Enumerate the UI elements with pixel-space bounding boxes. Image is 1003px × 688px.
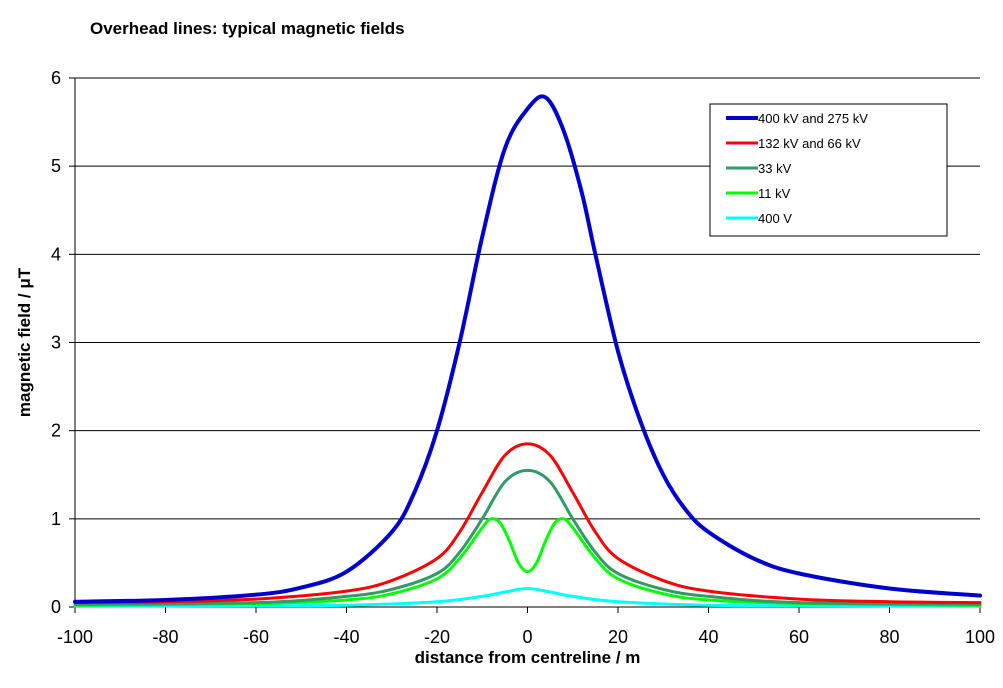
legend-label: 400 V bbox=[758, 211, 792, 226]
legend-label: 132 kV and 66 kV bbox=[758, 136, 861, 151]
legend: 400 kV and 275 kV 132 kV and 66 kV 33 kV 11… bbox=[709, 103, 948, 237]
x-tick-label: 60 bbox=[789, 627, 809, 647]
legend-label: 400 kV and 275 kV bbox=[758, 111, 868, 126]
x-tick-label: 80 bbox=[879, 627, 899, 647]
y-tick-label: 1 bbox=[51, 509, 61, 529]
series-line-1 bbox=[73, 442, 982, 605]
series-line-3 bbox=[73, 517, 982, 607]
y-tick-label: 3 bbox=[51, 333, 61, 353]
chart-title: Overhead lines: typical magnetic fields bbox=[90, 19, 405, 38]
x-tick-label: 0 bbox=[522, 627, 532, 647]
series-line-4 bbox=[73, 586, 982, 608]
x-tick-label: 40 bbox=[698, 627, 718, 647]
x-tick-label: -40 bbox=[333, 627, 359, 647]
tick-labels: 0 1 2 3 4 5 6 -100 -80 -60 -40 -20 0 20 40 60 80 100 bbox=[51, 68, 995, 647]
x-tick-label: 100 bbox=[965, 627, 995, 647]
y-tick-label: 0 bbox=[51, 597, 61, 617]
y-tick-label: 2 bbox=[51, 421, 61, 441]
series-line-0 bbox=[73, 94, 982, 604]
series-line-2 bbox=[73, 468, 982, 606]
y-tick-label: 4 bbox=[51, 244, 61, 264]
y-axis-title: magnetic field / μT bbox=[15, 267, 34, 417]
y-tick-label: 6 bbox=[51, 68, 61, 88]
y-tick-label: 5 bbox=[51, 156, 61, 176]
legend-label: 11 kV bbox=[758, 186, 791, 201]
x-tick-label: 20 bbox=[608, 627, 628, 647]
x-tick-label: -80 bbox=[152, 627, 178, 647]
gridlines bbox=[75, 77, 980, 520]
legend-label: 33 kV bbox=[758, 161, 792, 176]
x-axis-title: distance from centreline / m bbox=[415, 648, 641, 667]
x-tick-label: -20 bbox=[424, 627, 450, 647]
legend-box bbox=[709, 103, 948, 237]
x-tick-label: -100 bbox=[57, 627, 93, 647]
series-lines bbox=[73, 94, 982, 608]
x-tick-label: -60 bbox=[243, 627, 269, 647]
